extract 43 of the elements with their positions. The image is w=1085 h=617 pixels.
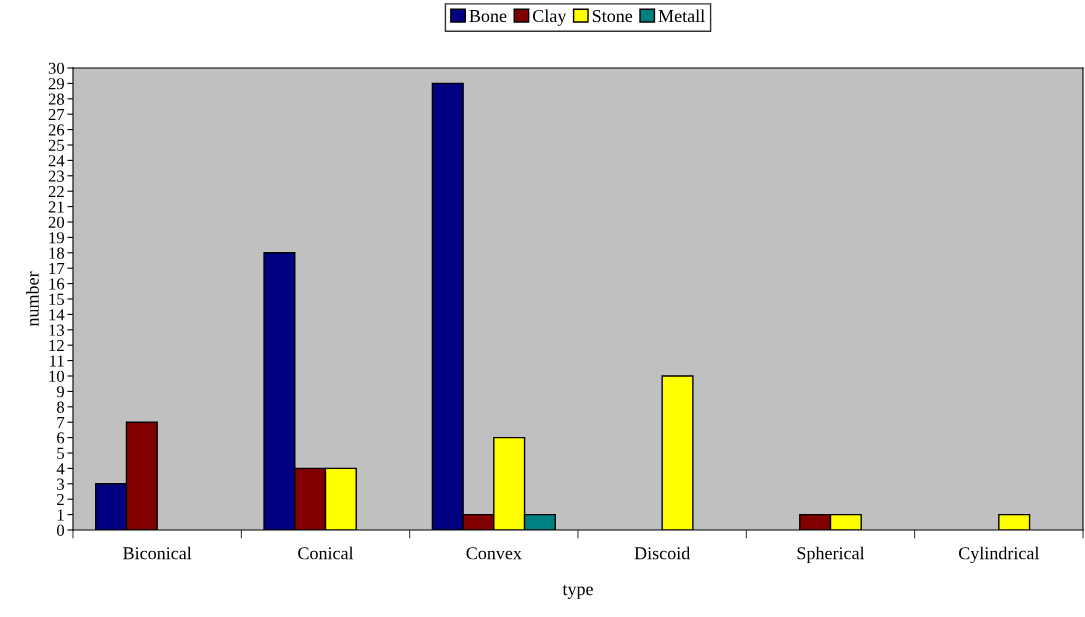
y-tick-label: 24: [48, 155, 65, 167]
y-tick-label: 20: [48, 216, 65, 228]
y-tick-label: 4: [56, 463, 65, 475]
y-tick-label: 21: [48, 201, 64, 213]
x-tick-label: Conical: [298, 546, 354, 560]
x-tick-label: Discoid: [634, 546, 691, 560]
y-tick-label: 2: [57, 493, 64, 505]
x-tick-label: Spherical: [797, 546, 865, 564]
legend-label: Clay: [533, 9, 567, 26]
y-tick-label: 30: [48, 62, 65, 74]
y-axis-title: number: [26, 271, 39, 327]
y-tick-label: 7: [57, 417, 65, 428]
y-tick-label: 6: [57, 432, 65, 444]
y-tick-label: 11: [50, 355, 64, 367]
y-tick-label: 17: [49, 262, 65, 274]
y-tick-label: 8: [56, 401, 65, 413]
y-tick-label: 14: [49, 309, 65, 321]
x-axis-title: type: [562, 584, 593, 599]
y-tick-label: 16: [49, 278, 65, 290]
x-tick-label: Cylindrical: [958, 546, 1040, 564]
y-tick-label: 23: [48, 170, 65, 182]
y-tick-label: 28: [48, 93, 65, 105]
legend-label: Stone: [592, 9, 633, 23]
y-tick-label: 3: [57, 478, 65, 490]
y-tick-label: 26: [48, 124, 65, 136]
y-tick-label: 29: [48, 78, 64, 90]
y-tick-label: 1: [57, 509, 64, 521]
y-tick-label: 19: [49, 232, 64, 244]
x-tick-label: Biconical: [123, 546, 192, 560]
y-tick-label: 0: [56, 524, 65, 536]
y-tick-label: 27: [48, 108, 65, 120]
y-tick-label: 25: [48, 139, 65, 151]
legend-label: Metall: [658, 9, 705, 23]
y-tick-label: 5: [57, 447, 65, 459]
y-tick-label: 18: [49, 247, 65, 259]
x-tick-label: Convex: [466, 547, 522, 560]
y-tick-label: 13: [49, 324, 65, 336]
y-tick-label: 22: [48, 185, 64, 197]
y-tick-label: 9: [56, 386, 64, 398]
y-tick-label: 15: [49, 293, 65, 305]
y-tick-label: 10: [49, 370, 65, 382]
legend-label: Bone: [469, 10, 507, 23]
y-tick-label: 12: [49, 339, 64, 351]
